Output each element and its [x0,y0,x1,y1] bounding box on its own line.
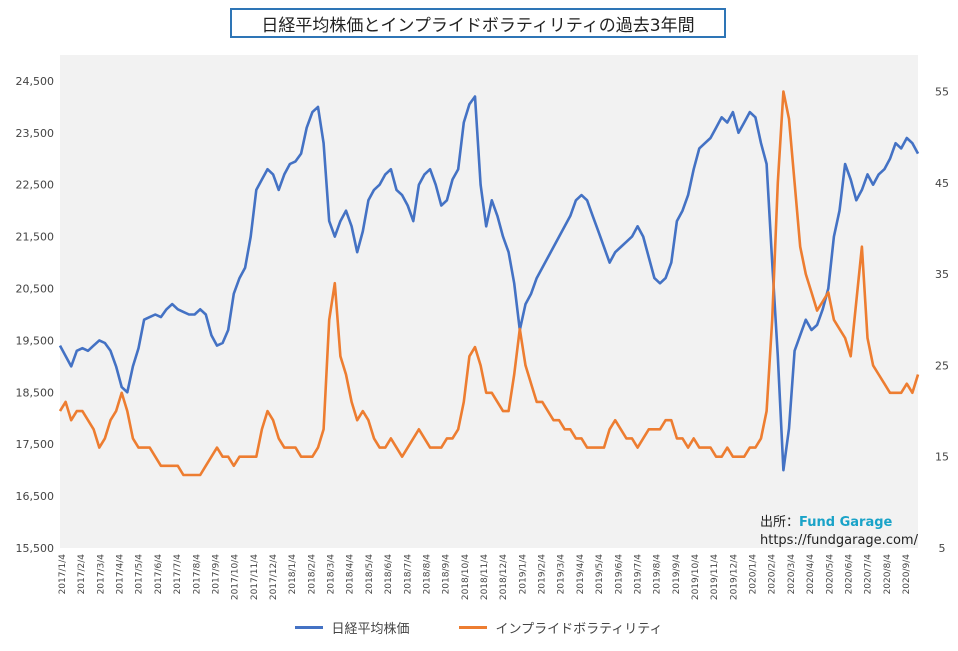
x-tick-label: 2018/12/4 [499,554,509,600]
x-tick-label: 2017/2/4 [77,554,87,595]
x-tick-label: 2017/8/4 [192,554,202,595]
left-tick-label: 21,500 [16,231,55,244]
x-tick-label: 2020/9/4 [902,554,912,595]
x-tick-label: 2019/4/4 [576,554,586,595]
x-tick-label: 2020/7/4 [864,554,874,595]
legend-item-nikkei: 日経平均株価 [295,618,409,637]
x-tick-label: 2017/4/4 [116,554,126,595]
source-credit: 出所：Fund Garage [760,511,892,530]
x-tick-label: 2017/6/4 [154,554,164,595]
left-tick-label: 18,500 [16,386,55,399]
x-tick-label: 2017/10/4 [231,554,241,600]
x-tick-label: 2020/1/4 [749,554,759,595]
x-tick-label: 2018/8/4 [423,554,433,595]
x-tick-label: 2019/1/4 [518,554,528,595]
x-tick-label: 2017/7/4 [173,554,183,595]
right-tick-label: 25 [935,359,949,372]
x-tick-label: 2020/3/4 [787,554,797,595]
x-tick-label: 2019/7/4 [634,554,644,595]
x-tick-label: 2017/9/4 [212,554,222,595]
left-tick-label: 17,500 [16,438,55,451]
x-tick-label: 2020/8/4 [883,554,893,595]
right-tick-label: 55 [935,86,949,99]
right-tick-label: 5 [939,542,946,555]
x-axis-ticks: 2017/1/4 2017/2/4 2017/3/4 2017/4/4 2017/5/4… [58,554,912,600]
x-tick-label: 2019/6/4 [614,554,624,595]
left-tick-label: 16,500 [16,490,55,503]
right-tick-label: 45 [935,177,949,190]
x-tick-label: 2018/6/4 [384,554,394,595]
x-tick-label: 2018/2/4 [307,554,317,595]
x-tick-label: 2017/12/4 [269,554,279,600]
series-group [58,90,920,477]
x-tick-label: 2018/10/4 [461,554,471,600]
right-tick-label: 35 [935,268,949,281]
legend-label-nikkei: 日経平均株価 [331,622,410,637]
left-tick-label: 22,500 [16,179,55,192]
x-tick-label: 2019/10/4 [691,554,701,600]
x-tick-label: 2019/3/4 [557,554,567,595]
x-tick-label: 2019/8/4 [653,554,663,595]
x-tick-label: 2019/11/4 [710,554,720,600]
x-tick-label: 2020/4/4 [806,554,816,595]
legend-item-iv: インプライドボラティリティ [459,618,663,637]
x-tick-label: 2018/4/4 [346,554,356,595]
left-tick-label: 20,500 [16,283,55,296]
left-tick-label: 24,500 [16,75,55,88]
x-tick-label: 2018/9/4 [442,554,452,595]
left-tick-label: 15,500 [16,542,55,555]
x-tick-label: 2018/11/4 [480,554,490,600]
left-tick-label: 19,500 [16,334,55,347]
legend-label-iv: インプライドボラティリティ [495,622,663,637]
series-line-nikkei [58,95,920,472]
source-label: 出所： [760,515,800,530]
right-tick-label: 15 [935,451,949,464]
x-tick-label: 2017/11/4 [250,554,260,600]
x-tick-label: 2020/2/4 [768,554,778,595]
x-tick-label: 2018/7/4 [403,554,413,595]
x-tick-label: 2019/9/4 [672,554,682,595]
legend-swatch-nikkei [295,626,324,629]
x-tick-label: 2017/3/4 [96,554,106,595]
x-tick-label: 2018/1/4 [288,554,298,595]
right-axis-ticks: 5 15 25 35 45 55 [935,86,949,555]
series-line-iv [58,90,920,477]
source-brand: Fund Garage [799,515,893,530]
left-axis-ticks: 15,500 16,500 17,500 18,500 19,500 20,500 21,5… [16,75,55,555]
x-tick-label: 2020/6/4 [845,554,855,595]
x-tick-label: 2020/5/4 [825,554,835,595]
legend: 日経平均株価 インプライドボラティリティ [0,618,958,637]
x-tick-label: 2017/1/4 [58,554,68,595]
x-tick-label: 2019/5/4 [595,554,605,595]
x-tick-label: 2019/2/4 [538,554,548,595]
x-tick-label: 2018/5/4 [365,554,375,595]
source-url[interactable]: https://fundgarage.com/ [760,533,918,548]
x-tick-label: 2017/5/4 [135,554,145,595]
legend-swatch-iv [459,626,488,629]
chart-title: 日経平均株価とインプライドボラティリティの過去3年間 [230,8,726,38]
x-tick-label: 2018/3/4 [327,554,337,595]
left-tick-label: 23,500 [16,127,55,140]
x-tick-label: 2019/12/4 [729,554,739,600]
